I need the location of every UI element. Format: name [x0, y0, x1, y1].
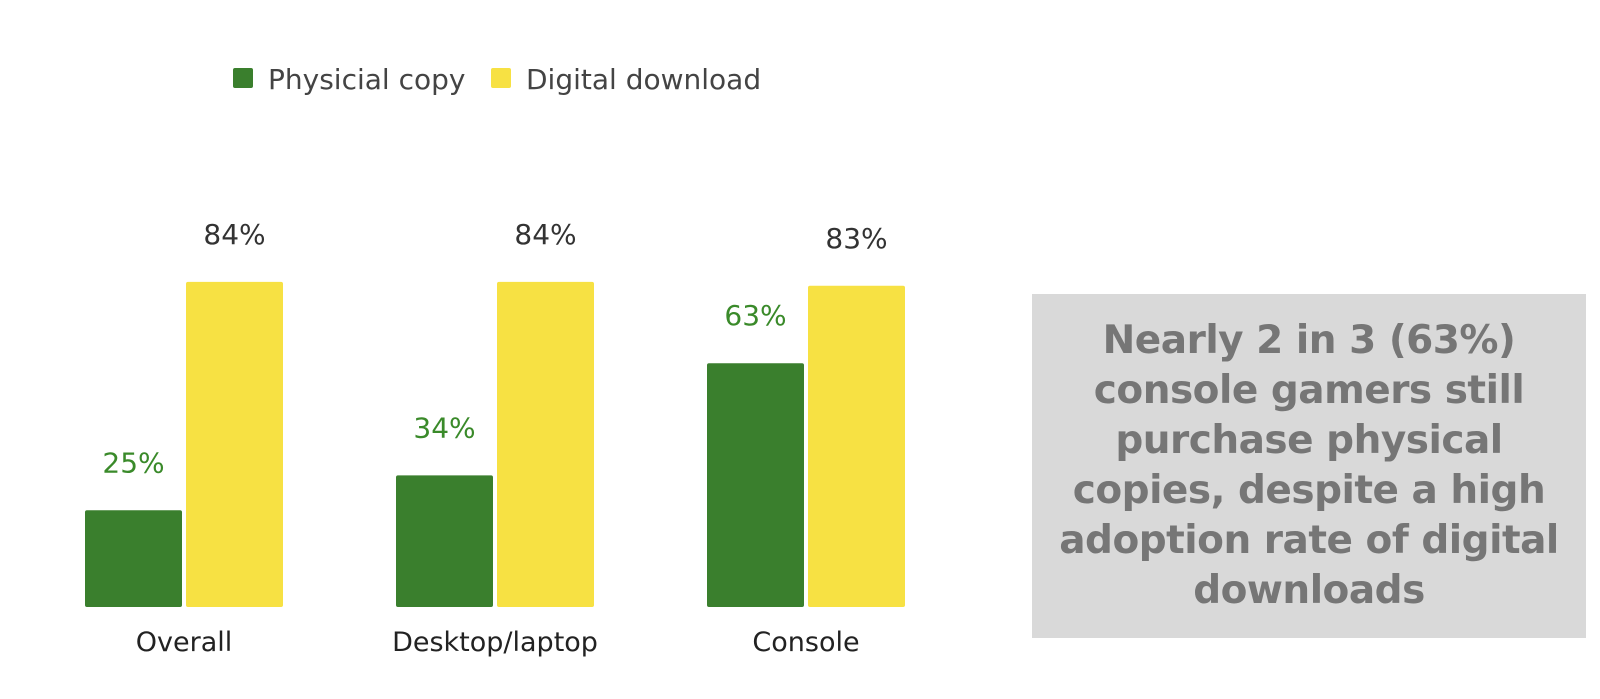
value-label-digital-download-desktop-laptop: 84%: [514, 218, 576, 251]
bar-physicial-copy-desktop-laptop: [396, 475, 493, 607]
value-label-physicial-copy-overall: 25%: [102, 446, 164, 479]
bar-physicial-copy-console: [707, 363, 804, 607]
category-label-overall: Overall: [136, 627, 233, 658]
bar-digital-download-console: [808, 285, 905, 607]
legend-swatch-physicial-copy: [233, 68, 253, 88]
chart-legend: Physicial copy Digital download: [233, 63, 761, 96]
legend-label-physicial-copy: Physicial copy: [268, 63, 465, 96]
bar-digital-download-overall: [186, 281, 283, 607]
value-label-physicial-copy-desktop-laptop: 34%: [413, 411, 475, 444]
callout-text: Nearly 2 in 3 (63%) console gamers still…: [1059, 318, 1559, 613]
bar-physicial-copy-overall: [85, 510, 182, 607]
bar-chart: Physicial copy Digital download 25% 84% 34%…: [85, 63, 905, 658]
legend-swatch-digital-download: [491, 68, 511, 88]
chart-bars: [85, 281, 905, 607]
category-label-console: Console: [752, 627, 859, 658]
chart-category-labels: Overall Desktop/laptop Console: [136, 627, 860, 658]
chart-value-labels: 25% 84% 34% 84% 63% 83%: [102, 218, 887, 479]
legend-label-digital-download: Digital download: [526, 63, 761, 96]
value-label-digital-download-overall: 84%: [203, 218, 265, 251]
value-label-digital-download-console: 83%: [825, 222, 887, 255]
category-label-desktop-laptop: Desktop/laptop: [392, 627, 598, 658]
bar-digital-download-desktop-laptop: [497, 281, 594, 607]
value-label-physicial-copy-console: 63%: [724, 299, 786, 332]
callout-box: Nearly 2 in 3 (63%) console gamers still…: [1032, 294, 1586, 638]
